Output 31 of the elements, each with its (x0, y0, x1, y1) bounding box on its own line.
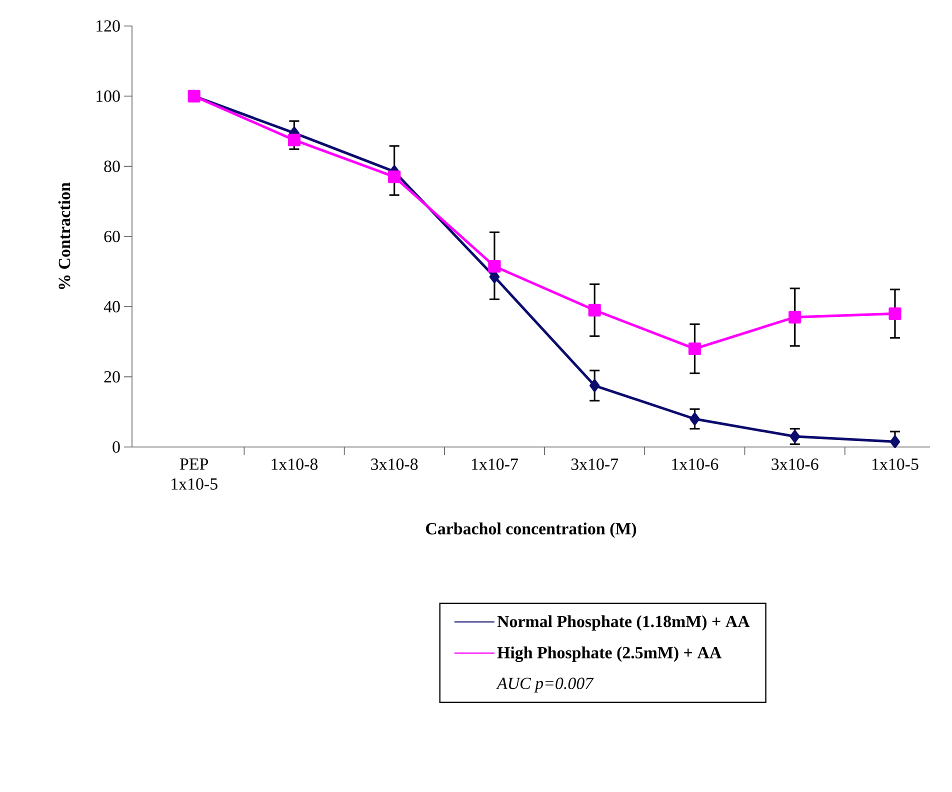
x-tick-label: 3x10-7 (571, 458, 618, 470)
y-axis-title: % Contraction (58, 182, 70, 290)
point (890, 435, 900, 448)
point (588, 304, 601, 316)
legend-label: Normal Phosphate (1.18mM) + AA (497, 615, 750, 631)
y-tick-label: 60 (104, 230, 120, 242)
y-tick-label: 0 (112, 441, 120, 453)
x-tick-label: 1x10-7 (472, 458, 518, 470)
x-axis-title: Carbachol concentration (M) (426, 522, 636, 538)
point (388, 170, 401, 184)
point (688, 342, 702, 356)
point (488, 260, 501, 273)
y-tick-label: 40 (104, 300, 120, 312)
y-tick-label: 100 (96, 90, 120, 102)
y-tick-label: 120 (96, 20, 120, 32)
y-tick-label: 80 (104, 160, 120, 172)
point (690, 412, 700, 426)
x-tick-label: 3x10-8 (371, 458, 418, 470)
x-tick-label: 1x10-8 (272, 458, 318, 470)
text: AUC p=0.007 (496, 678, 594, 693)
point (590, 379, 600, 392)
point (790, 430, 800, 443)
point (288, 134, 301, 146)
x-tick-label: PEP 1x10-5 (172, 458, 218, 490)
point (788, 310, 802, 324)
y-tick-label: 20 (104, 371, 120, 383)
point (888, 307, 902, 320)
legend-label: High Phosphate (2.5mM) + AA (497, 646, 722, 662)
x-tick-label: 3x10-6 (772, 458, 818, 470)
x-tick-label: 1x10-6 (672, 458, 718, 470)
x-tick-label: 1x10-5 (872, 458, 918, 470)
